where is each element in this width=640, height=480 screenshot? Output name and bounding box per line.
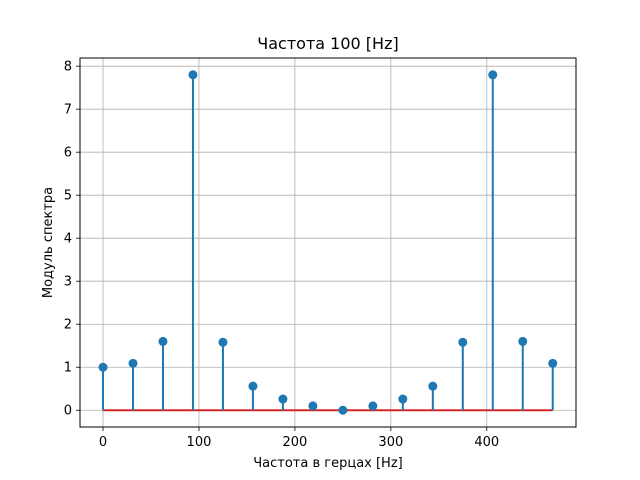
y-tick-label: 0 (64, 404, 72, 419)
y-tick-label: 2 (64, 318, 72, 333)
plot-frame (79, 57, 577, 428)
y-tick-label: 6 (64, 146, 72, 161)
stem-marker (248, 381, 258, 391)
y-tick-label: 8 (64, 60, 72, 75)
stem-marker (548, 358, 558, 368)
stem-marker (308, 401, 318, 411)
stem-marker (518, 336, 528, 346)
stem-marker (98, 362, 108, 372)
stem-marker (128, 358, 138, 368)
chart-title: Частота 100 [Hz] (257, 34, 398, 53)
y-tick-label: 5 (64, 189, 72, 204)
markers-layer (98, 70, 558, 415)
stem-marker (428, 381, 438, 391)
y-tick-label: 1 (64, 361, 72, 376)
stem-marker (278, 394, 288, 404)
y-tick-label: 7 (64, 103, 72, 118)
x-tick-label: 300 (378, 435, 403, 450)
stem-marker (488, 70, 498, 80)
stem-marker (458, 337, 468, 347)
stem-marker (338, 405, 348, 415)
x-tick-label: 400 (474, 435, 499, 450)
grid (80, 58, 576, 427)
y-tick-label: 4 (64, 232, 72, 247)
stem-marker (398, 394, 408, 404)
y-axis-label: Модуль спектра (41, 187, 56, 298)
x-tick-label: 0 (99, 435, 107, 450)
x-tick-label: 200 (282, 435, 307, 450)
stem-marker (158, 336, 168, 346)
stem-marker (218, 337, 228, 347)
y-axis-ticks: 0 1 2 3 4 5 6 7 8 (64, 60, 80, 419)
x-axis-ticks: 0 100 200 300 400 (99, 427, 499, 450)
y-tick-label: 3 (64, 275, 72, 290)
x-tick-label: 100 (187, 435, 212, 450)
stem-marker (368, 401, 378, 411)
x-axis-label: Частота в герцах [Hz] (253, 456, 402, 471)
stems-layer (102, 74, 554, 411)
stem-marker (188, 70, 198, 80)
